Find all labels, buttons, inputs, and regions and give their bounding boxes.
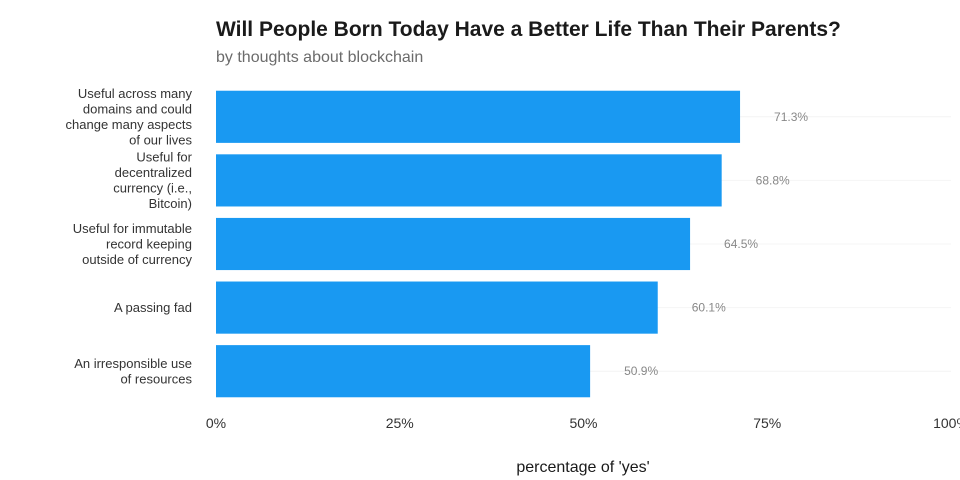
x-axis-ticks: 0% 25% 50% 75% 100%	[206, 415, 960, 431]
bar	[216, 217, 691, 271]
category-labels: Useful across many domains and could chang…	[66, 86, 193, 386]
category-label: An irresponsible use of resources	[74, 356, 192, 387]
x-tick-label: 0%	[206, 415, 226, 431]
category-label: Useful for decentralized currency (i.e., Bi…	[113, 150, 192, 212]
x-tick-label: 75%	[753, 415, 781, 431]
chart-subtitle: by thoughts about blockchain	[216, 49, 424, 66]
value-label: 71.3%	[774, 110, 808, 124]
category-label-line: domains and could	[83, 102, 192, 117]
value-label: 68.8%	[756, 173, 790, 187]
category-label-line: outside of currency	[82, 252, 192, 267]
category-label-line: of resources	[120, 371, 192, 386]
category-label-line: Bitcoin)	[149, 196, 192, 211]
category-label-line: A passing fad	[114, 300, 192, 315]
category-label-line: An irresponsible use	[74, 356, 192, 371]
category-label: A passing fad	[114, 300, 192, 315]
chart-title: Will People Born Today Have a Better Lif…	[216, 18, 841, 41]
bar	[216, 154, 722, 207]
value-label: 60.1%	[692, 301, 726, 315]
category-label-line: Useful for immutable	[73, 221, 192, 236]
category-label-line: of our lives	[129, 133, 192, 148]
value-label: 64.5%	[724, 237, 758, 251]
category-label-line: Useful for	[136, 150, 192, 165]
x-tick-label: 100%	[933, 415, 960, 431]
bar	[216, 90, 741, 143]
category-label-line: decentralized	[115, 165, 192, 180]
category-label-line: Useful across many	[78, 86, 193, 101]
value-labels: 71.3% 68.8% 64.5% 60.1% 50.9%	[624, 110, 808, 378]
x-tick-label: 50%	[569, 415, 597, 431]
x-tick-label: 25%	[386, 415, 414, 431]
bars	[216, 90, 741, 398]
category-label-line: currency (i.e.,	[113, 181, 192, 196]
category-label-line: record keeping	[106, 237, 192, 252]
bar	[216, 345, 591, 398]
x-axis-title: percentage of 'yes'	[516, 459, 649, 476]
value-label: 50.9%	[624, 364, 658, 378]
category-label: Useful across many domains and could chang…	[66, 86, 193, 148]
bar	[216, 281, 658, 334]
category-label: Useful for immutable record keeping outsid…	[73, 221, 193, 267]
category-label-line: change many aspects	[66, 117, 193, 132]
